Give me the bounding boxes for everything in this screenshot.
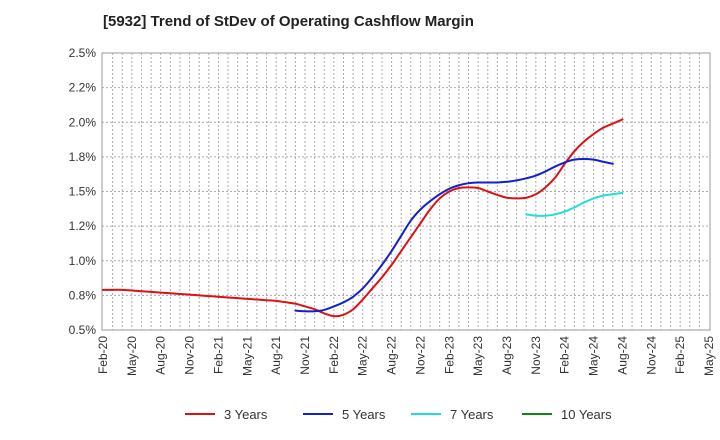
x-tick-label: Aug-24 bbox=[615, 336, 629, 375]
legend: 3 Years 5 Years 7 Years 10 Years bbox=[185, 407, 612, 422]
x-tick-label: Feb-22 bbox=[327, 336, 341, 374]
series-line-5-years bbox=[294, 157, 614, 313]
x-axis: Feb-20 May-20 Aug-20 Nov-20 Feb-21 May-21 Aug-… bbox=[96, 336, 716, 376]
x-tick-label: Feb-24 bbox=[558, 336, 572, 374]
chart-title: [5932] Trend of StDev of Operating Cashf… bbox=[103, 13, 474, 30]
x-tick-label: May-22 bbox=[356, 336, 370, 376]
y-tick-label: 0.8% bbox=[69, 288, 97, 302]
x-tick-label: Feb-25 bbox=[673, 336, 687, 374]
x-tick-label: Feb-21 bbox=[211, 336, 225, 374]
x-tick-label: May-20 bbox=[125, 336, 139, 376]
legend-label-3-years: 3 Years bbox=[224, 407, 268, 422]
x-tick-label: Nov-20 bbox=[183, 336, 197, 375]
legend-label-10-years: 10 Years bbox=[561, 407, 612, 422]
series-layer bbox=[102, 118, 624, 318]
x-tick-label: May-21 bbox=[240, 336, 254, 376]
legend-label-5-years: 5 Years bbox=[342, 407, 386, 422]
x-tick-label: Aug-20 bbox=[154, 336, 168, 375]
y-tick-label: 0.5% bbox=[69, 323, 97, 337]
y-tick-label: 1.5% bbox=[69, 185, 97, 199]
x-tick-label: Nov-24 bbox=[644, 336, 658, 375]
x-tick-label: Nov-21 bbox=[298, 336, 312, 375]
x-tick-label: Aug-23 bbox=[500, 336, 514, 375]
legend-label-7-years: 7 Years bbox=[450, 407, 494, 422]
x-tick-label: Feb-20 bbox=[96, 336, 110, 374]
x-tick-label: Feb-23 bbox=[442, 336, 456, 374]
x-tick-label: May-23 bbox=[471, 336, 485, 376]
y-tick-label: 1.0% bbox=[69, 254, 97, 268]
x-tick-label: Nov-22 bbox=[413, 336, 427, 375]
x-tick-label: Aug-22 bbox=[385, 336, 399, 375]
series-line-7-years bbox=[525, 191, 624, 217]
y-axis: 0.5% 0.8% 1.0% 1.2% 1.5% 1.8% 2.0% 2.2% 2.5% bbox=[69, 46, 97, 337]
y-tick-label: 1.2% bbox=[69, 219, 97, 233]
series-line-3-years bbox=[102, 118, 624, 318]
y-tick-label: 2.0% bbox=[69, 115, 97, 129]
x-tick-label: Aug-21 bbox=[269, 336, 283, 375]
x-tick-label: May-24 bbox=[587, 336, 601, 376]
y-tick-label: 2.2% bbox=[69, 81, 97, 95]
x-tick-label: Nov-23 bbox=[529, 336, 543, 375]
y-tick-label: 2.5% bbox=[69, 46, 97, 60]
x-tick-label: May-25 bbox=[702, 336, 716, 376]
y-tick-label: 1.8% bbox=[69, 150, 97, 164]
